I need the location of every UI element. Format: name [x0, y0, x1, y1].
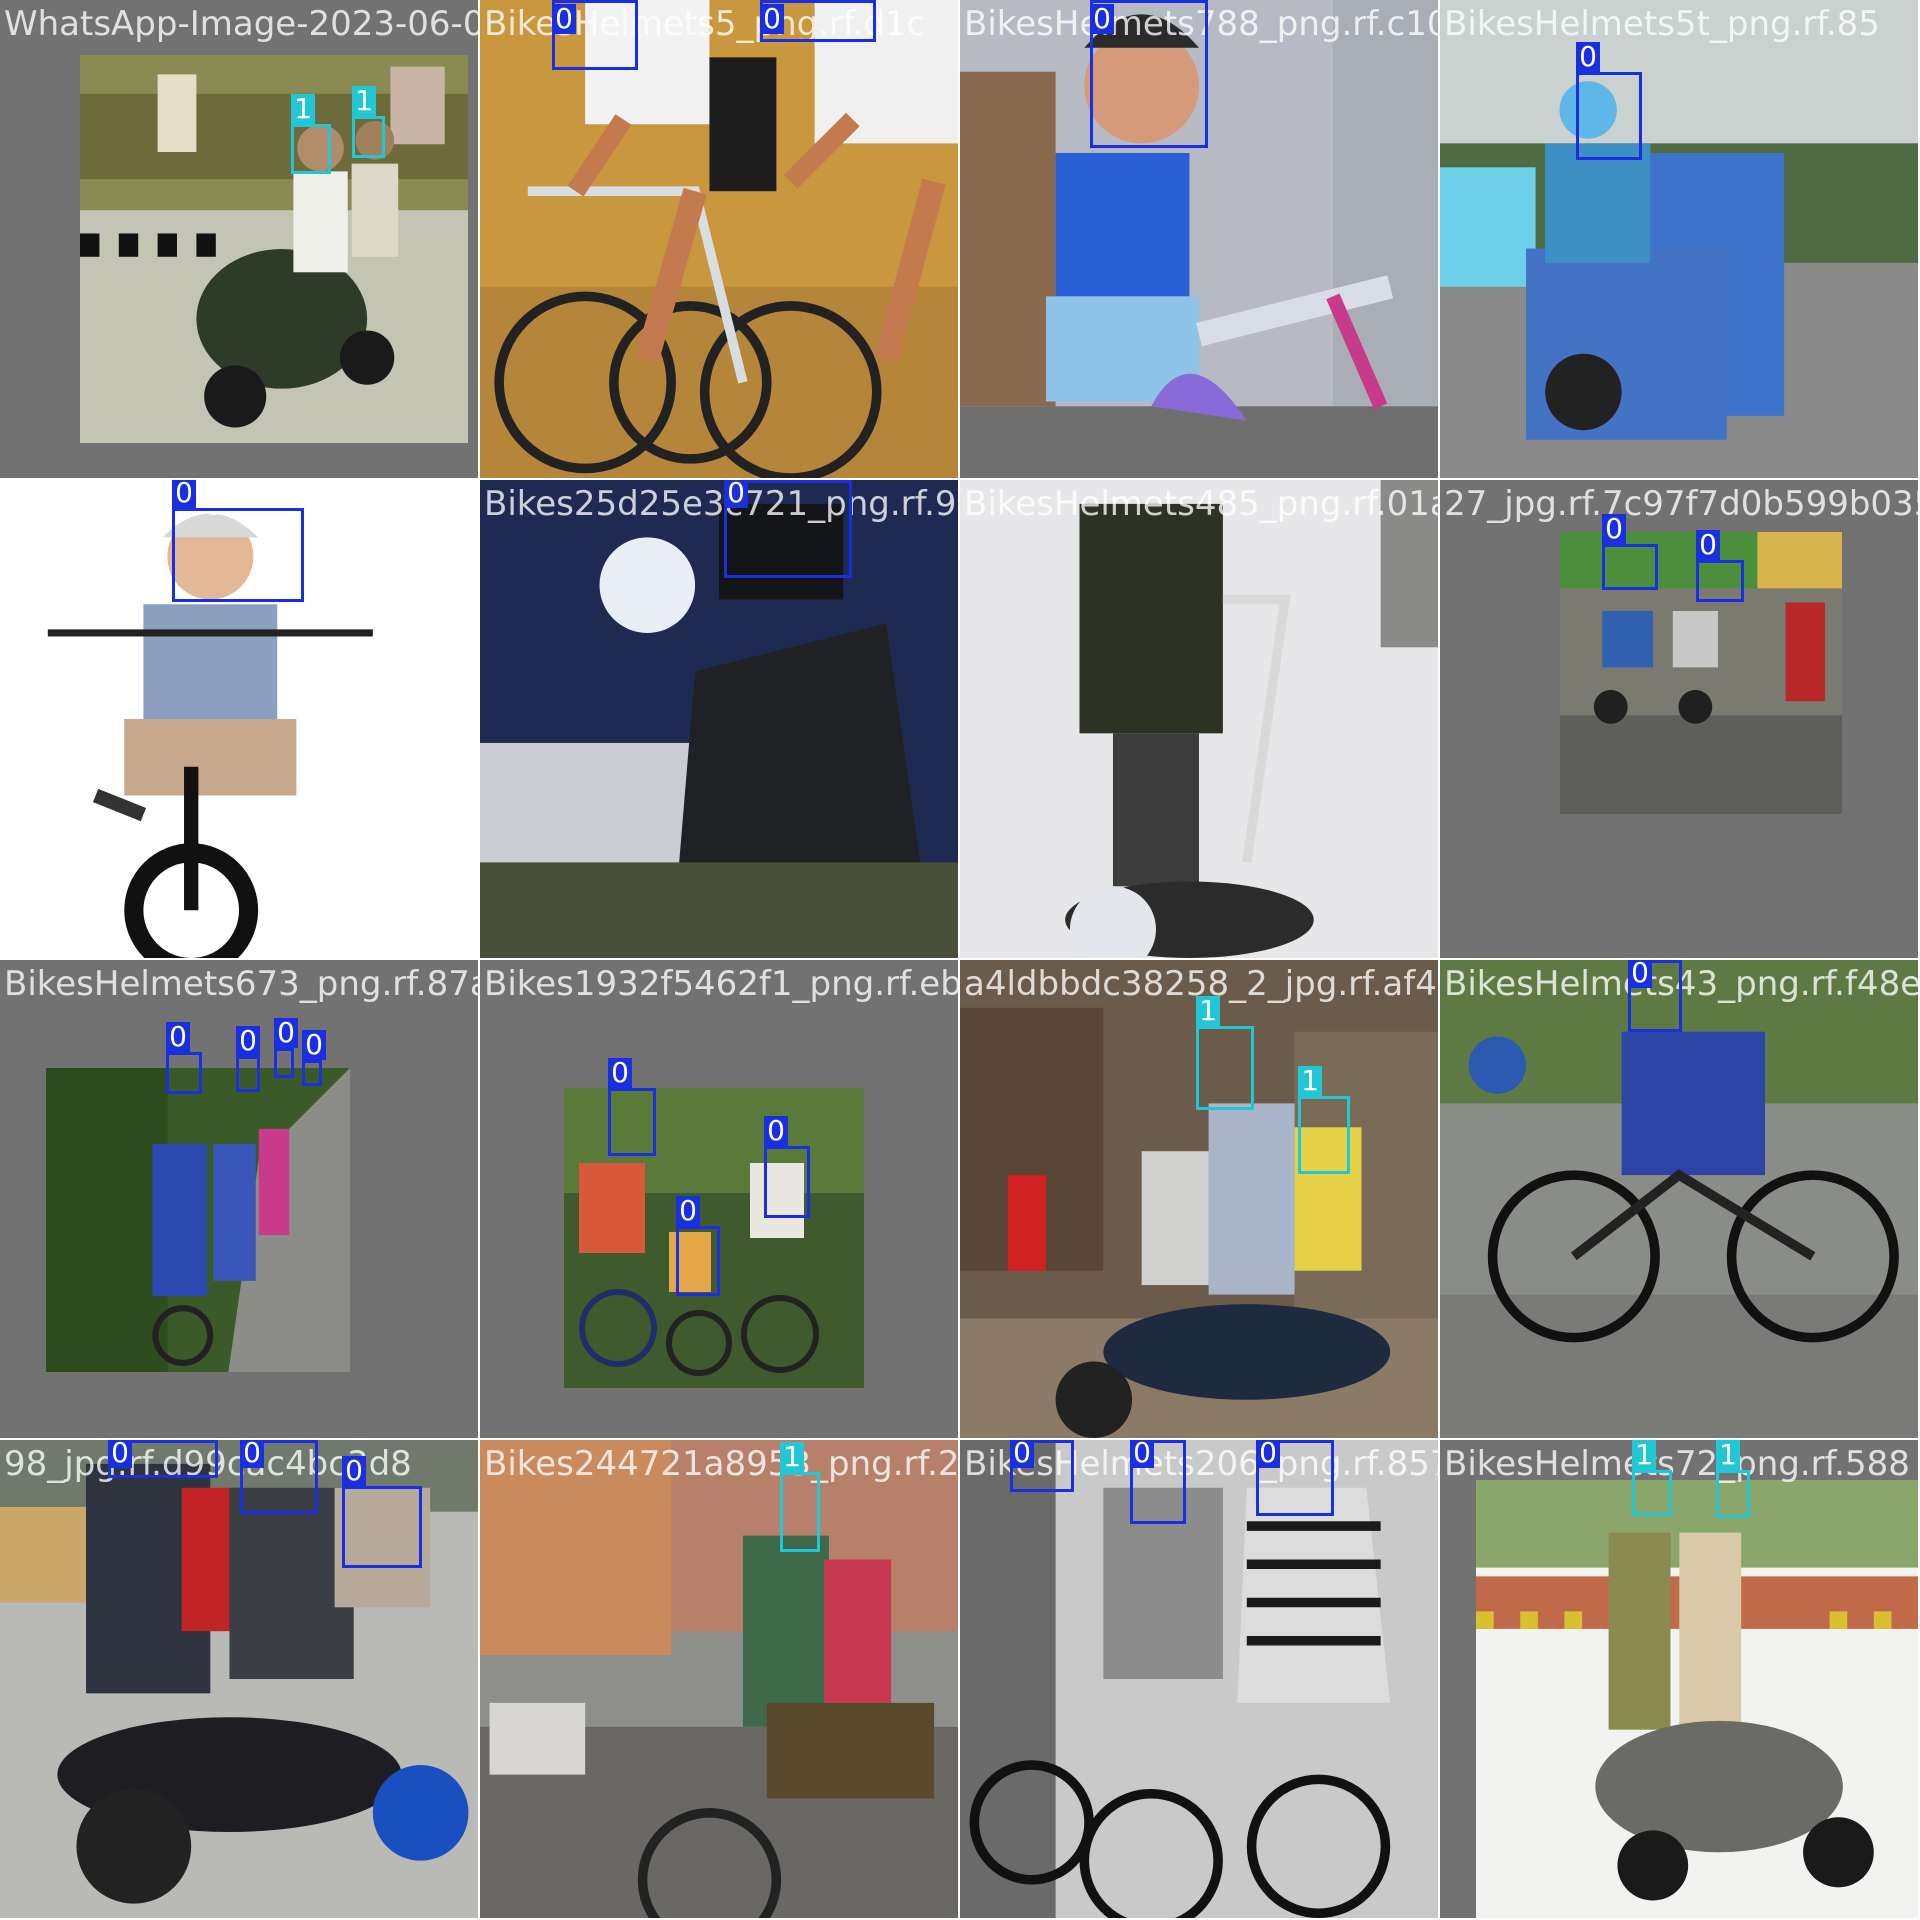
- class-label: 0: [172, 480, 196, 508]
- class-label: 0: [302, 1030, 326, 1060]
- detection-box: [236, 1056, 260, 1092]
- photo: [1440, 960, 1918, 1438]
- photo: [80, 55, 468, 443]
- tile: Bikes25d25e3c721_png.rf.9d2 0: [480, 480, 958, 958]
- class-label: 0: [1010, 1440, 1034, 1468]
- class-label: 0: [724, 480, 748, 508]
- tile: Bikes244721a8953_png.rf.274 1: [480, 1440, 958, 1918]
- class-label: 0: [1696, 530, 1720, 560]
- detection-box: [724, 480, 852, 578]
- class-label: 0: [1628, 960, 1652, 988]
- tile: 98_jpg.rf.d99cac4bc3d8 0 0 0: [0, 1440, 478, 1918]
- detection-box: [552, 0, 638, 70]
- photo: [0, 480, 478, 958]
- detection-box: [608, 1088, 656, 1156]
- class-label: 1: [352, 86, 376, 116]
- detection-box: [1696, 560, 1744, 602]
- class-label: 1: [780, 1442, 804, 1472]
- detection-box: [166, 1052, 202, 1094]
- class-label: 0: [166, 1022, 190, 1052]
- tile: BikesHelmets673_png.rf.87a 0 0 0 0: [0, 960, 478, 1438]
- tile: BikesHelmets86_png.rf.55b6 0: [0, 480, 478, 958]
- class-label: 0: [1130, 1440, 1154, 1468]
- tile: BikesHelmets72_png.rf.588 1 1: [1440, 1440, 1918, 1918]
- detection-box: [240, 1440, 318, 1514]
- class-label: 0: [608, 1058, 632, 1088]
- tile: Bikes1932f5462f1_png.rf.ebd 0 0 0: [480, 960, 958, 1438]
- photo: [564, 1088, 864, 1388]
- tile: WhatsApp-Image-2023-06-0 1 1: [0, 0, 478, 478]
- detection-box: [302, 1060, 322, 1086]
- class-label: 1: [1196, 996, 1220, 1026]
- detection-box: [342, 1486, 422, 1568]
- class-label: 1: [291, 94, 315, 124]
- detection-box: [780, 1472, 820, 1552]
- detection-box: [1576, 72, 1642, 160]
- class-label: 0: [236, 1026, 260, 1056]
- tile: 27_jpg.rf.7c97f7d0b599b035e 0 0: [1440, 480, 1918, 958]
- photo: [1440, 0, 1918, 478]
- tile: a4ldbbdc38258_2_jpg.rf.af4c 1 1: [960, 960, 1438, 1438]
- detection-box: [172, 508, 304, 602]
- tile: BikesHelmets5_png.rf.d1c 0 0: [480, 0, 958, 478]
- tile: BikesHelmets788_png.rf.c10 0: [960, 0, 1438, 478]
- photo: [1476, 1480, 1918, 1918]
- photo: [960, 480, 1438, 958]
- tile: BikesHelmets43_png.rf.f48e 0: [1440, 960, 1918, 1438]
- photo: [46, 1068, 350, 1372]
- detection-box: [1130, 1440, 1186, 1524]
- class-label: 0: [760, 4, 784, 34]
- photo: [960, 0, 1438, 478]
- detection-box: [1090, 0, 1208, 148]
- photo: [960, 960, 1438, 1438]
- class-label: 0: [342, 1456, 366, 1486]
- photo: [480, 1440, 958, 1918]
- image-filename: Bikes1932f5462f1_png.rf.ebd: [484, 964, 958, 1004]
- class-label: 1: [1716, 1440, 1740, 1470]
- tile: BikesHelmets206_png.rf.8572 0 0 0: [960, 1440, 1438, 1918]
- class-label: 0: [1256, 1440, 1280, 1468]
- detection-box: [1628, 960, 1682, 1032]
- class-label: 0: [764, 1116, 788, 1146]
- detection-box: [1298, 1096, 1350, 1174]
- photo: [960, 1440, 1438, 1918]
- photo: [0, 1440, 478, 1918]
- tile: BikesHelmets5t_png.rf.85 0: [1440, 0, 1918, 478]
- detection-box: [676, 1226, 720, 1296]
- detection-box: [1602, 544, 1658, 590]
- class-label: 0: [274, 1018, 298, 1048]
- class-label: 1: [1632, 1440, 1656, 1470]
- class-label: 0: [1576, 42, 1600, 72]
- photo: [480, 0, 958, 478]
- photo: [480, 480, 958, 958]
- class-label: 1: [1298, 1066, 1322, 1096]
- class-label: 0: [676, 1196, 700, 1226]
- detection-box: [1256, 1440, 1334, 1516]
- image-filename: BikesHelmets673_png.rf.87a: [4, 964, 478, 1004]
- detection-box: [1716, 1470, 1750, 1518]
- class-label: 0: [1090, 4, 1114, 34]
- tile: BikesHelmets485_png.rf.01a2: [960, 480, 1438, 958]
- detection-box: [291, 124, 331, 174]
- detection-box: [1196, 1026, 1254, 1110]
- image-filename: BikesHelmets72_png.rf.588: [1444, 1444, 1910, 1484]
- class-label: 0: [552, 4, 576, 34]
- detection-box: [274, 1048, 294, 1078]
- detection-box: [1632, 1470, 1672, 1516]
- class-label: 0: [1602, 514, 1626, 544]
- detection-box: [352, 116, 385, 158]
- class-label: 0: [108, 1440, 132, 1468]
- image-filename: 27_jpg.rf.7c97f7d0b599b035e: [1444, 484, 1918, 524]
- image-filename: WhatsApp-Image-2023-06-0: [4, 4, 478, 44]
- detection-box: [764, 1146, 810, 1218]
- class-label: 0: [240, 1440, 264, 1468]
